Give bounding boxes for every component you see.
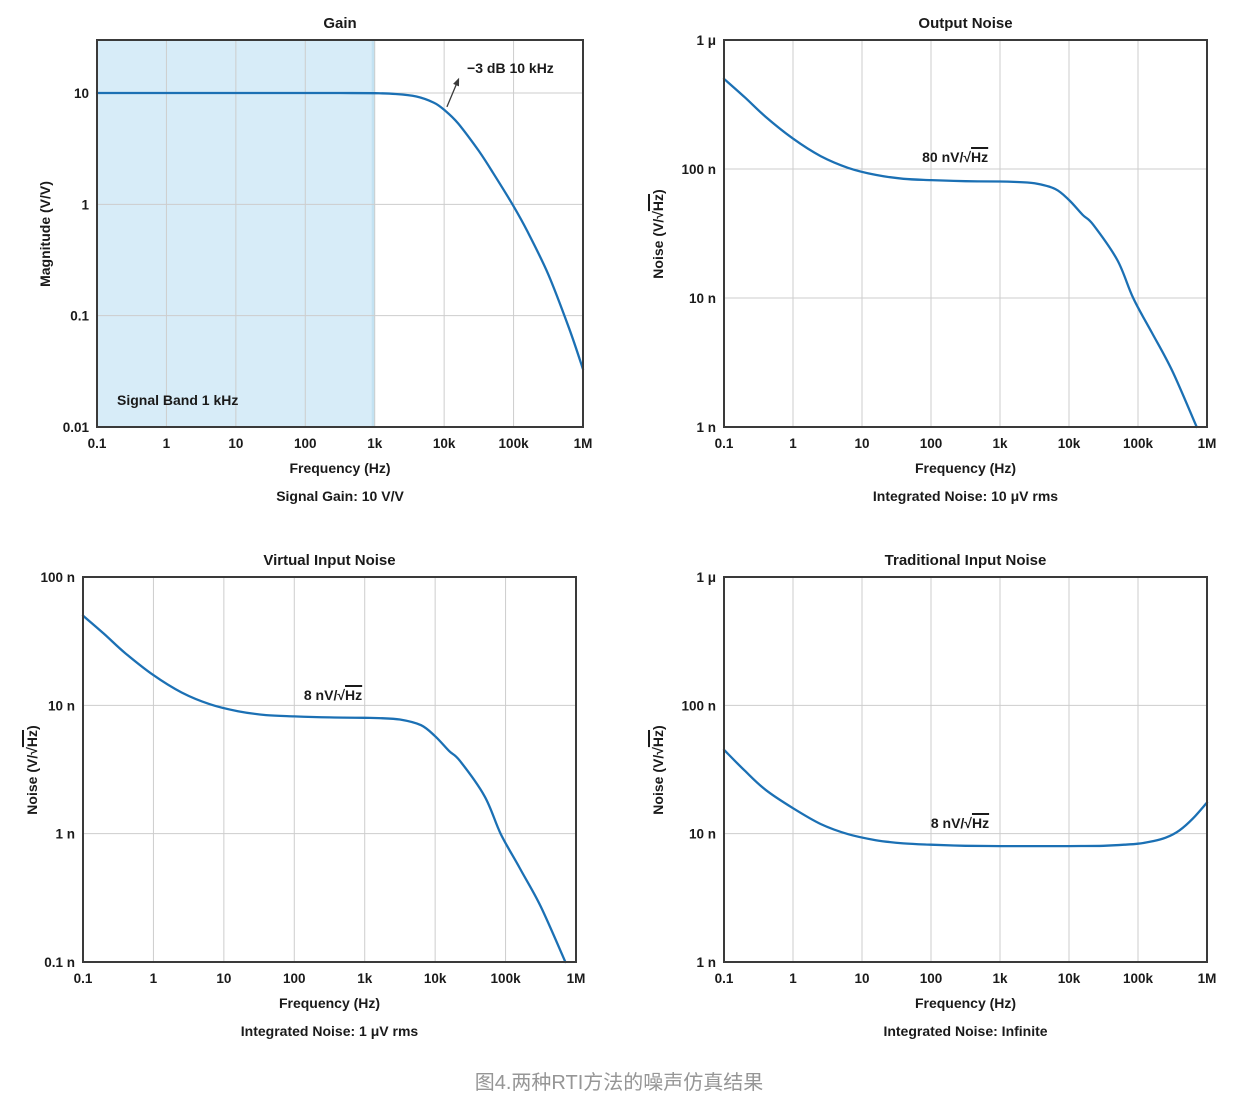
x-tick-label: 10 [854,971,869,986]
title-gain: Gain [323,15,357,32]
y-axis-label-virtual-input-noise: Noise (V/√Hz) [24,724,40,815]
x-tick-label: 10k [424,971,447,986]
annotation-8nv-virtual: 8 nV/√Hz [303,686,363,703]
subtitle-integrated-noise-10uv: Integrated Noise: 10 μV rms [872,488,1059,504]
x-tick-label: 1 [163,436,171,451]
annotation-minus3db-10khz: −3 dB 10 kHz [467,59,554,76]
title-traditional-input-noise: Traditional Input Noise [884,552,1047,569]
x-axis-label-output-noise: Frequency (Hz) [914,460,1017,476]
x-tick-label: 1k [357,971,373,986]
x-tick-label: 1M [1198,436,1217,451]
x-tick-label: 1M [574,436,593,451]
x-tick-label: 100 [283,971,306,986]
x-tick-label: 10k [433,436,456,451]
annotation-arrow-line [446,83,458,108]
subtitle-signal-gain: Signal Gain: 10 V/V [276,488,404,504]
x-tick-label: 10 [216,971,231,986]
x-tick-label: 100 [920,971,943,986]
y-tick-label: 1 μ [696,33,716,48]
annotation-8nv-traditional: 8 nV/√Hz [930,814,990,831]
y-tick-label: 10 [74,86,89,101]
y-tick-label: 1 [81,197,89,212]
subtitle-integrated-noise-1uv: Integrated Noise: 1 μV rms [240,1023,419,1039]
x-tick-label: 1k [992,971,1008,986]
signal-band-label: Signal Band 1 kHz [116,392,239,409]
curve-output-noise [722,77,1198,429]
y-tick-label: 1 n [696,955,716,970]
x-axis-label-gain: Frequency (Hz) [289,460,391,476]
annotation-80nv: 80 nV/√Hz [922,148,989,165]
x-tick-label: 100k [499,436,530,451]
y-tick-label: 1 μ [696,570,716,585]
plot-frame [723,576,1208,963]
x-axis-label-virtual-input-noise: Frequency (Hz) [278,995,381,1011]
subtitle-integrated-noise-infinite: Integrated Noise: Infinite [883,1023,1048,1039]
y-tick-label: 1 n [55,827,75,842]
x-tick-label: 100k [1123,971,1154,986]
x-tick-label: 0.1 [715,971,734,986]
figure-caption: 图4.两种RTI方法的噪声仿真结果 [474,1072,764,1094]
x-tick-label: 1 [789,436,797,451]
y-tick-label: 10 n [689,291,716,306]
y-tick-label: 10 n [48,698,75,713]
x-tick-label: 1M [1198,971,1217,986]
x-tick-label: 100k [491,971,522,986]
x-tick-label: 100 [294,436,317,451]
y-tick-label: 0.01 [63,420,90,435]
plot-frame [82,576,577,963]
x-tick-label: 1 [150,971,158,986]
title-virtual-input-noise: Virtual Input Noise [263,552,396,569]
curve-virtual-input-noise [81,614,567,964]
x-axis-label-traditional-input-noise: Frequency (Hz) [914,995,1017,1011]
plot-frame [723,39,1208,428]
x-tick-label: 10k [1058,436,1081,451]
y-axis-label-output-noise: Noise (V/√Hz) [650,188,666,279]
x-tick-label: 10k [1058,971,1081,986]
x-tick-label: 100k [1123,436,1154,451]
curve-gain [95,91,585,371]
y-axis-label-gain: Magnitude (V/V) [37,180,53,287]
x-tick-label: 10 [228,436,243,451]
annotation-arrow-head [453,77,460,87]
x-tick-label: 0.1 [88,436,107,451]
y-tick-label: 0.1 n [44,955,75,970]
x-tick-label: 1k [992,436,1008,451]
x-tick-label: 1M [567,971,586,986]
curve-traditional-input-noise [722,748,1209,848]
y-tick-label: 100 n [40,570,75,585]
y-axis-label-traditional-input-noise: Noise (V/√Hz) [650,724,666,815]
x-tick-label: 1k [367,436,383,451]
x-tick-label: 10 [854,436,869,451]
y-tick-label: 1 n [696,420,716,435]
y-tick-label: 0.1 [70,309,89,324]
y-tick-label: 10 n [689,827,716,842]
x-tick-label: 100 [920,436,943,451]
plot-frame [96,39,584,428]
x-tick-label: 0.1 [74,971,93,986]
y-tick-label: 100 n [681,698,716,713]
title-output-noise: Output Noise [918,15,1013,32]
x-tick-label: 0.1 [715,436,734,451]
y-tick-label: 100 n [681,162,716,177]
x-tick-label: 1 [789,971,797,986]
